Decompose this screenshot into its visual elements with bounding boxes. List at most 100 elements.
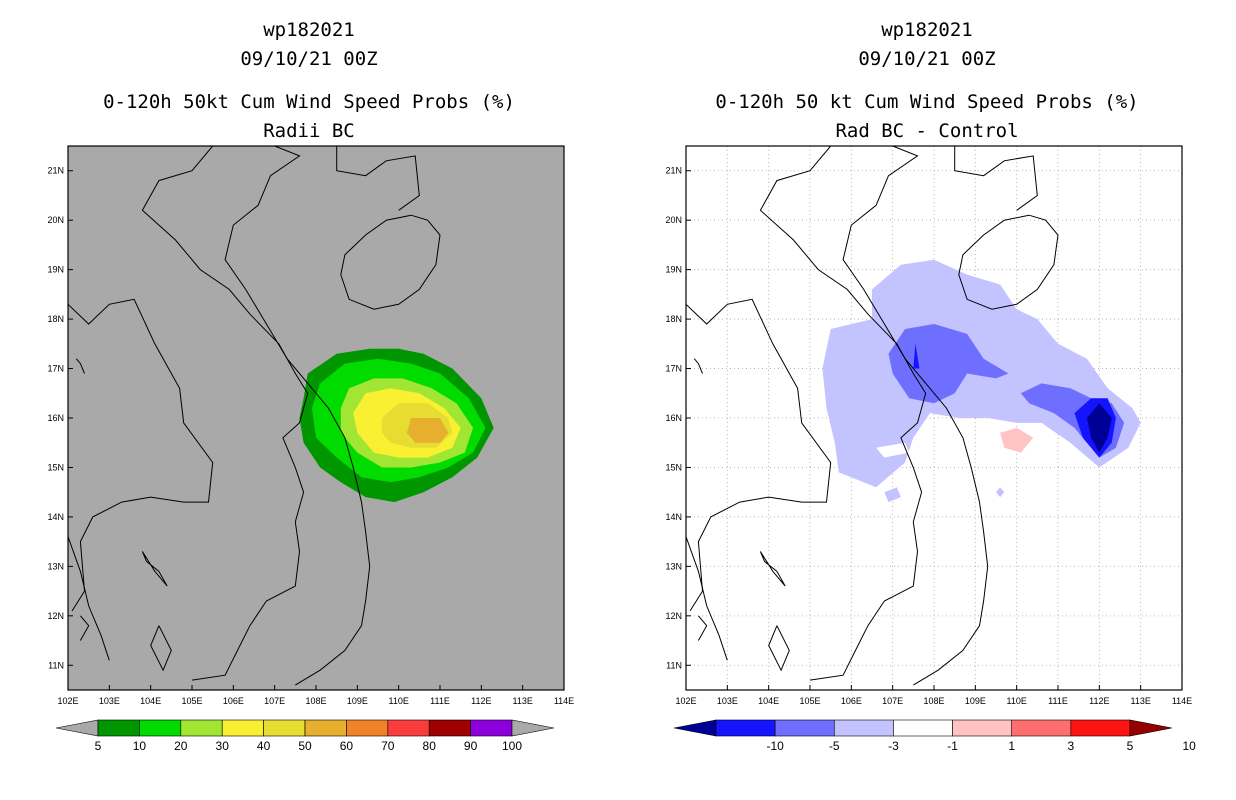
x-tick-label-105E: 105E <box>799 696 820 706</box>
colorbar-label-5: 5 <box>95 739 102 753</box>
x-tick-label-110E: 110E <box>1006 696 1026 706</box>
wind-prob-map-radii-bc: 102E 103E 104E 105E 106E 107E 108E 109E 110E 111E… <box>47 145 574 753</box>
x-tick-label-113E: 113E <box>1130 696 1150 706</box>
y-tick-label-21N: 21N <box>47 166 64 176</box>
y-tick-label-20N: 20N <box>47 215 64 225</box>
contour--5-6 <box>913 343 920 369</box>
colorbar-label-40: 40 <box>257 739 271 753</box>
coastline-9 <box>697 615 708 641</box>
colorbar-label-90: 90 <box>464 739 478 753</box>
chart-subtitle: Radii BC <box>263 120 355 142</box>
y-tick-label-21N: 21N <box>665 166 682 176</box>
colorbar-label-30: 30 <box>216 739 230 753</box>
forecast-time: 09/10/21 00Z <box>858 48 996 70</box>
y-tick-label-16N: 16N <box>665 413 682 423</box>
coastline-3 <box>954 146 1038 211</box>
x-tick-label-109E: 109E <box>347 696 368 706</box>
colorbar-label--5: -5 <box>829 739 840 753</box>
plot-area <box>686 146 1182 690</box>
coastline-0 <box>68 298 214 612</box>
colorbar-label-20: 20 <box>174 739 188 753</box>
x-tick-label-104E: 104E <box>140 696 161 706</box>
chart-title: 0-120h 50 kt Cum Wind Speed Probs (%) <box>715 91 1139 113</box>
panel-rad-bc-control: wp182021 09/10/21 00Z 0-120h 50 kt Cum W… <box>618 0 1236 800</box>
coastline-1 <box>759 146 927 681</box>
contour-1-9 <box>876 442 910 458</box>
y-tick-label-20N: 20N <box>665 215 682 225</box>
coastline-3 <box>336 146 420 211</box>
coastline-7 <box>686 536 728 661</box>
colorbar-swatch-3 <box>893 719 953 737</box>
x-tick-label-105E: 105E <box>181 696 202 706</box>
coastline-1 <box>141 146 309 681</box>
colorbar-label-50: 50 <box>298 739 312 753</box>
coastline-11 <box>768 625 790 672</box>
coastline-4 <box>975 146 977 147</box>
contour-1-8 <box>1000 427 1034 453</box>
panel-radii-bc: wp182021 09/10/21 00Z 0-120h 50kt Cum Wi… <box>47 19 574 753</box>
coastline-10 <box>693 358 703 374</box>
x-tick-label-112E: 112E <box>471 696 491 706</box>
colorbar-label-70: 70 <box>381 739 395 753</box>
colorbar-label--1: -1 <box>947 739 958 753</box>
colorbar-swatch-5 <box>1011 719 1072 737</box>
coastline-6 <box>340 214 441 310</box>
colorbar-swatch-0 <box>97 719 140 737</box>
x-tick-label-102E: 102E <box>675 696 696 706</box>
coastline-5 <box>440 146 441 147</box>
y-tick-label-15N: 15N <box>665 462 682 472</box>
y-tick-label-14N: 14N <box>665 512 682 522</box>
wind-prob-map-difference: 102E 103E 104E 105E 106E 107E 108E 109E 110E 111E… <box>665 145 1196 753</box>
y-tick-label-16N: 16N <box>47 413 64 423</box>
y-tick-label-11N: 11N <box>48 660 64 670</box>
coastline-5 <box>1058 146 1059 147</box>
colorbar-label-1: 1 <box>1008 739 1015 753</box>
coastline-11 <box>150 625 172 672</box>
forecast-time: 09/10/21 00Z <box>240 48 378 70</box>
x-tick-label-106E: 106E <box>223 696 244 706</box>
y-tick-label-11N: 11N <box>666 660 682 670</box>
coastline-2 <box>224 146 371 686</box>
x-tick-label-111E: 111E <box>430 696 450 706</box>
y-tick-label-18N: 18N <box>47 314 64 324</box>
contour--3-3 <box>888 324 1009 404</box>
colorbar-swatch-7 <box>387 719 430 737</box>
x-tick-label-113E: 113E <box>512 696 532 706</box>
colorbar-swatch-6 <box>1070 719 1131 737</box>
contour-50-5 <box>406 418 449 443</box>
y-tick-label-12N: 12N <box>47 611 64 621</box>
x-tick-label-106E: 106E <box>841 696 862 706</box>
y-tick-label-13N: 13N <box>665 561 682 571</box>
plot-area <box>68 146 494 686</box>
colorbar-right-arrow <box>1129 719 1173 737</box>
y-tick-label-18N: 18N <box>665 314 682 324</box>
chart-subtitle: Rad BC - Control <box>835 120 1019 142</box>
coastline-2 <box>842 146 989 686</box>
colorbar-swatch-6 <box>346 719 389 737</box>
coastline-6 <box>958 214 1059 310</box>
y-tick-label-14N: 14N <box>47 512 64 522</box>
coastline-9 <box>79 615 90 641</box>
colorbar-swatch-8 <box>428 719 471 737</box>
colorbar-label-60: 60 <box>340 739 354 753</box>
x-tick-label-104E: 104E <box>758 696 779 706</box>
colorbar-label-5: 5 <box>1127 739 1134 753</box>
storm-id: wp182021 <box>881 19 973 41</box>
colorbar-swatch-2 <box>180 719 223 737</box>
x-tick-label-109E: 109E <box>965 696 986 706</box>
x-tick-label-103E: 103E <box>99 696 120 706</box>
y-tick-label-15N: 15N <box>47 462 64 472</box>
colorbar-right-arrow <box>511 719 555 737</box>
colorbar-label-10: 10 <box>1182 739 1196 753</box>
x-tick-label-114E: 114E <box>554 696 574 706</box>
colorbar-left-arrow <box>673 719 717 737</box>
storm-id: wp182021 <box>263 19 355 41</box>
coastline-8 <box>759 551 786 587</box>
colorbar-swatch-1 <box>139 719 182 737</box>
coastline-10 <box>75 358 85 374</box>
y-tick-label-13N: 13N <box>47 561 64 571</box>
x-tick-label-112E: 112E <box>1089 696 1109 706</box>
y-tick-label-17N: 17N <box>665 364 682 374</box>
colorbar-swatch-9 <box>470 719 513 737</box>
y-tick-label-19N: 19N <box>665 265 682 275</box>
